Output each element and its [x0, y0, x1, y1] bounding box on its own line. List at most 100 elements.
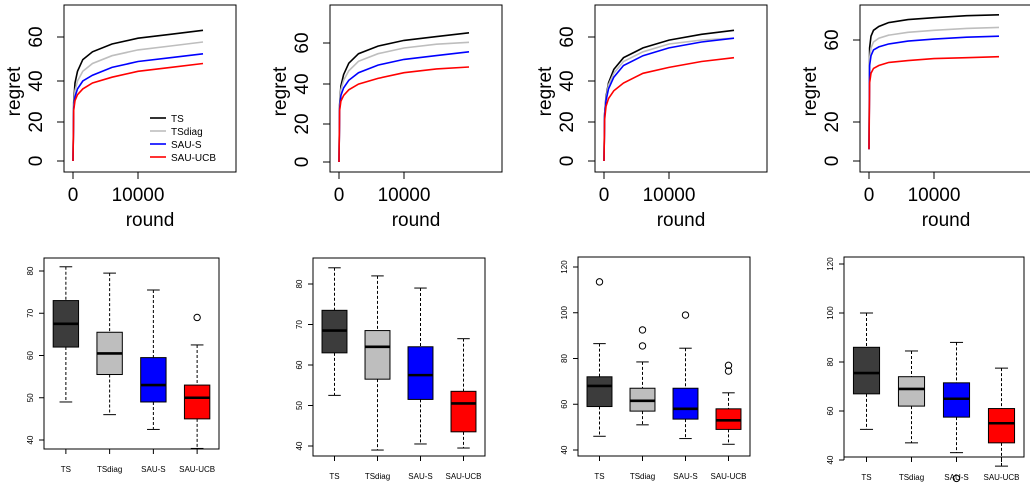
y-tick-label: 60 [292, 32, 313, 53]
box-sau-s [140, 289, 167, 430]
box-sau-s [407, 287, 434, 445]
y-tick-label: 40 [295, 441, 304, 450]
box-sau-ucb [450, 338, 477, 449]
outlier-point [638, 326, 647, 334]
y-tick-label: 60 [822, 29, 843, 50]
y-axis-label: regret [535, 66, 556, 116]
x-tick-label: TSdiag [899, 473, 924, 482]
y-tick-label: 60 [557, 26, 578, 47]
y-axis: 40 60 80 100 120 [826, 257, 845, 464]
x-tick-label: 10000 [112, 185, 165, 206]
y-axis: 0 20 40 60 [292, 32, 331, 168]
x-tick-label: 0 [599, 185, 610, 206]
box-tsdiag [629, 326, 656, 426]
x-tick-label: SAU-S [944, 473, 968, 482]
x-axis: TS TSdiag SAU-S SAU-UCB [61, 448, 215, 474]
y-axis: 0 20 40 60 [26, 26, 65, 167]
y-tick-label: 20 [292, 113, 313, 134]
x-tick-label: TS [861, 473, 871, 482]
legend-label: TS [171, 114, 184, 125]
x-axis: TS TSdiag SAU-S SAU-UCB [861, 456, 1020, 482]
box-body [672, 387, 699, 420]
box-body [183, 384, 211, 420]
series-line-ts [868, 14, 1000, 150]
x-tick-label: 10000 [643, 185, 696, 206]
y-tick-label: 40 [292, 73, 313, 94]
series-line-sau-s [868, 35, 1000, 150]
x-tick-label: 10000 [908, 185, 961, 206]
x-tick-label: SAU-S [408, 472, 432, 481]
x-tick-label: TSdiag [97, 465, 122, 474]
outlier-point [724, 367, 733, 375]
box-ts [52, 266, 80, 403]
box-sau-ucb [183, 313, 211, 449]
box-body [586, 376, 613, 408]
box-body [364, 330, 391, 380]
y-tick-label: 60 [26, 26, 47, 47]
x-axis: TS TSdiag SAU-S SAU-UCB [329, 455, 482, 481]
y-tick-label: 40 [26, 70, 47, 91]
x-tick-label: TS [594, 472, 604, 481]
box-tsdiag [897, 350, 926, 444]
series-line-sau-ucb [72, 62, 204, 162]
y-tick-label: 40 [557, 70, 578, 91]
x-tick-label: 10000 [378, 185, 431, 206]
plot-frame [594, 4, 768, 173]
y-tick-label: 50 [295, 401, 304, 410]
x-tick-label: SAU-UCB [710, 472, 746, 481]
y-tick-label: 80 [560, 354, 569, 363]
y-tick-label: 0 [822, 156, 843, 167]
x-axis: TS TSdiag SAU-S SAU-UCB [594, 455, 747, 481]
legend-label: SAU-UCB [171, 153, 216, 164]
box-tsdiag [96, 272, 123, 416]
outlier-point [724, 361, 733, 370]
x-axis-label: round [392, 210, 441, 231]
y-tick-label: 100 [826, 306, 835, 320]
box-sau-s [942, 341, 971, 483]
x-tick-label: SAU-S [141, 465, 165, 474]
legend-label: TSdiag [171, 127, 203, 138]
box-body [897, 376, 926, 407]
box-body [140, 357, 167, 403]
x-tick-label: TSdiag [630, 472, 655, 481]
outlier-point [681, 311, 690, 319]
y-tick-label: 60 [826, 406, 835, 415]
box-sau-ucb [715, 361, 742, 445]
x-axis: 0 10000 [334, 171, 431, 206]
x-tick-label: 0 [334, 185, 345, 206]
y-tick-label: 0 [292, 157, 313, 168]
series-line-tsdiag [868, 26, 1000, 150]
y-axis-label: regret [270, 66, 291, 116]
outlier-point [952, 474, 961, 483]
x-tick-label: SAU-S [673, 472, 697, 481]
series-line-ts [603, 29, 735, 162]
y-tick-label: 0 [26, 156, 47, 167]
series-line-sau-ucb [338, 66, 470, 163]
outlier-point [638, 342, 647, 350]
y-axis: 40 60 80 100 120 [560, 260, 579, 454]
box-plot-2: 40 50 60 70 80 TS TSdiag SAU-S SAU-UCB [295, 257, 486, 481]
x-tick-label: 0 [68, 185, 79, 206]
y-tick-label: 80 [826, 357, 835, 366]
x-axis-label: round [126, 210, 175, 231]
y-tick-label: 0 [557, 156, 578, 167]
y-tick-label: 120 [826, 257, 835, 271]
box-plot-3: 40 60 80 100 120 TS TSdiag SAU-S SAU-UCB [560, 256, 751, 481]
y-axis: 0 20 60 [822, 29, 861, 167]
x-tick-label: TS [329, 472, 339, 481]
x-tick-label: 0 [864, 185, 875, 206]
y-tick-label: 70 [26, 308, 35, 317]
box-sau-ucb [987, 367, 1016, 467]
series-line-ts [338, 32, 470, 163]
box-plot-4: 40 60 80 100 120 TS TSdiag SAU-S SAU-UCB [826, 256, 1025, 483]
y-tick-label: 20 [822, 111, 843, 132]
series-line-tsdiag [603, 37, 735, 162]
y-axis: 40 50 60 70 80 [26, 266, 45, 444]
series-line-sau-ucb [603, 56, 735, 162]
x-axis: 0 10000 [599, 171, 696, 206]
y-axis: 40 50 60 70 80 [295, 279, 314, 450]
y-axis-label: regret [4, 66, 25, 116]
box-body [407, 346, 434, 400]
y-tick-label: 40 [26, 435, 35, 444]
